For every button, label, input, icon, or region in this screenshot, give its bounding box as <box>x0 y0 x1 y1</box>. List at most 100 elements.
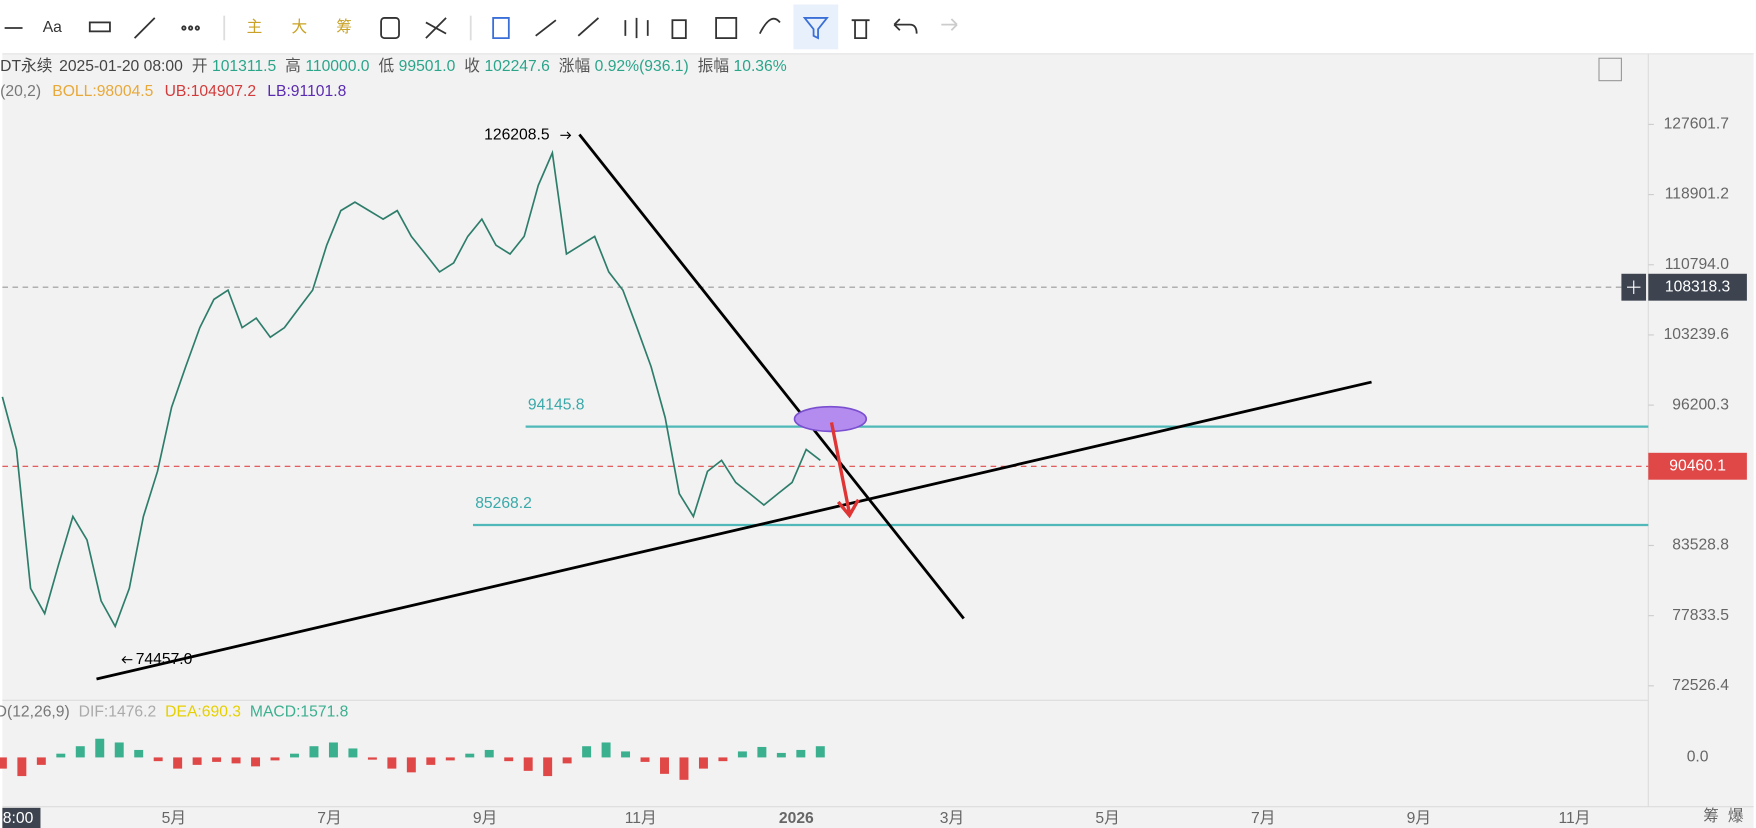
chart-area <box>2 53 1754 828</box>
x-label: 7月 <box>317 810 341 827</box>
datetime: 2025-01-20 08:00 <box>59 58 183 75</box>
macd-bar <box>290 753 299 758</box>
toolbar-button[interactable]: 筹 <box>336 18 352 36</box>
field-label: 收 <box>464 57 480 75</box>
toolbar-button[interactable]: 大 <box>291 18 307 36</box>
macd-bar <box>484 749 494 758</box>
info-line: DT永续 2025-01-20 08:00 开 101311.5 高 110000.0 低 9… <box>0 57 787 75</box>
x-label: 5月 <box>1095 810 1119 827</box>
macd-bar <box>192 757 202 765</box>
level-box <box>1648 452 1747 480</box>
resistance-label: 94145.8 <box>528 396 585 413</box>
high-label: 126208.5 <box>484 126 550 143</box>
y-tick-label: 72526.4 <box>1672 677 1729 694</box>
macd-bar <box>698 757 708 769</box>
macd-bar <box>56 753 66 758</box>
macd-params: D(12,26,9) <box>0 704 70 721</box>
field-label: 高 <box>285 57 301 75</box>
x-label: 11月 <box>625 810 657 827</box>
boll-params: (20,2) <box>0 83 41 100</box>
macd-bar <box>562 757 572 764</box>
macd-bar <box>17 757 27 777</box>
boll-line: (20,2) BOLL:98004.5 UB:104907.2 LB:91101.8 <box>0 83 346 100</box>
x-label: 11月 <box>1558 810 1590 827</box>
y-tick-label: 110794.0 <box>1665 256 1729 273</box>
arrow <box>829 422 860 519</box>
x-label: 9月 <box>473 810 497 827</box>
macd-bar <box>718 757 728 762</box>
field-value: 110000.0 <box>305 58 369 75</box>
macd-item: MACD:1571.8 <box>250 704 349 721</box>
macd-bar <box>270 757 280 761</box>
macd-bar <box>212 757 222 762</box>
support-label: 85268.2 <box>475 495 532 512</box>
macd-item: DEA:690.3 <box>165 704 241 721</box>
x-label: 5月 <box>162 810 186 827</box>
level-box <box>1648 273 1747 301</box>
x-label: 3月 <box>940 810 964 827</box>
macd-bar <box>367 757 377 760</box>
boll-item: LB:91101.8 <box>267 83 346 100</box>
field-label: 涨幅 <box>559 57 590 75</box>
macd-bar <box>621 751 631 758</box>
macd-bar <box>387 757 397 769</box>
macd-bar <box>173 757 183 769</box>
macd-bar <box>504 757 514 762</box>
macd-bar <box>348 748 358 758</box>
field-label: 开 <box>192 58 208 75</box>
macd-bar <box>251 757 261 767</box>
field-value: 0.92%(936.1) <box>595 58 689 75</box>
macd-bar <box>640 757 650 762</box>
price-line <box>1 149 821 629</box>
macd-bar <box>153 757 163 762</box>
field-label: 振幅 <box>698 57 729 75</box>
low-arrow <box>121 655 133 664</box>
toolbar <box>2 0 1754 54</box>
macd-bar <box>796 749 806 758</box>
field-label: 低 <box>378 57 394 75</box>
macd-bar <box>231 757 241 764</box>
macd-bar <box>426 757 436 765</box>
field-value: 101311.5 <box>212 58 276 75</box>
macd-bar <box>114 742 124 758</box>
plot: 127601.7 118901.2 110794.0 103239.6 96200.3 8… <box>0 116 1747 828</box>
macd-bar <box>776 752 786 758</box>
macd-bar <box>679 757 689 780</box>
y-tick-label: 127601.7 <box>1664 116 1729 133</box>
field-value: 99501.0 <box>399 58 456 75</box>
macd-bar <box>445 757 455 761</box>
y-tick-label: 83528.8 <box>1672 537 1729 554</box>
y-tick-label: 118901.2 <box>1665 186 1729 203</box>
macd-bar <box>465 753 475 758</box>
level-label: 108318.3 <box>1665 278 1731 295</box>
macd-bar <box>815 746 825 758</box>
x-label: 9月 <box>1407 810 1431 827</box>
high-arrow <box>560 131 572 140</box>
macd-bar <box>601 742 611 758</box>
highlight <box>793 405 868 433</box>
field-value: 102247.6 <box>484 58 550 75</box>
macd-bar <box>543 757 553 777</box>
symbol: DT永续 <box>0 57 52 75</box>
y-tick-label: 103239.6 <box>1664 326 1730 343</box>
level-label: 90460.1 <box>1669 457 1726 474</box>
footer-button: 筹 <box>1703 807 1719 825</box>
macd-bar <box>0 757 7 769</box>
macd-bar <box>134 749 144 758</box>
macd-bar <box>406 757 416 773</box>
toolbar-button[interactable]: 主 <box>247 18 263 36</box>
field-value: 10.36% <box>734 58 787 75</box>
time-badge <box>2 807 41 828</box>
macd-bar <box>75 746 85 758</box>
trendline <box>578 133 965 620</box>
macd-bar <box>660 757 669 774</box>
font-button[interactable]: Aa <box>43 19 62 36</box>
footer-button: 爆 <box>1728 806 1744 825</box>
macd-bar <box>582 746 592 758</box>
macd-bar <box>757 746 767 758</box>
macd-bar <box>737 751 747 758</box>
macd-item: DIF:1476.2 <box>79 704 157 721</box>
y-tick-label: 96200.3 <box>1672 396 1729 413</box>
macd-line: D(12,26,9) DIF:1476.2 DEA:690.3 MACD:1571.8 <box>0 704 349 721</box>
